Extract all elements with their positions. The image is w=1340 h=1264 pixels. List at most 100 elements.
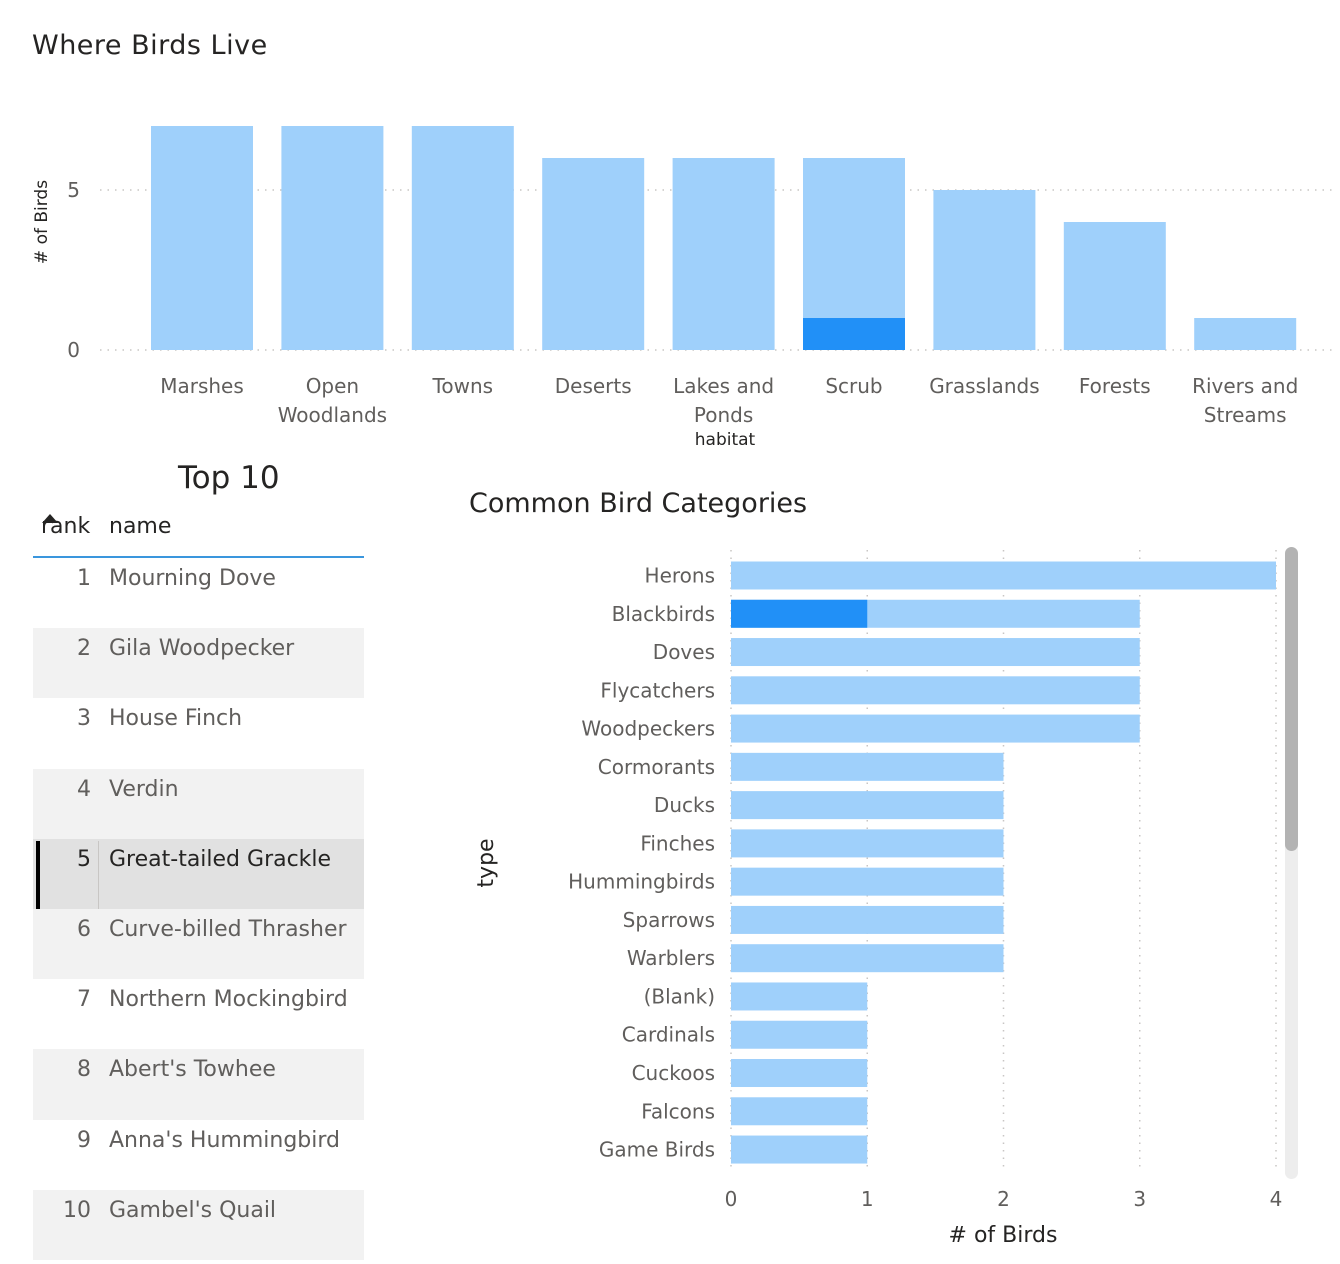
bar-ducks[interactable] bbox=[731, 791, 1004, 820]
bar-cuckoos[interactable] bbox=[731, 1059, 868, 1088]
bar-finches[interactable] bbox=[731, 829, 1004, 858]
name-cell: Northern Mockingbird bbox=[109, 987, 348, 1013]
highlight-bar-scrub[interactable] bbox=[803, 318, 905, 350]
bar-flycatchers[interactable] bbox=[731, 676, 1140, 705]
y-tick-label: Cuckoos bbox=[632, 1061, 715, 1085]
y-tick-label: Sparrows bbox=[623, 908, 715, 932]
habitat-bar-chart: 0 5 # of Birds Marshes Open Woodlands Towns Des… bbox=[32, 126, 1335, 450]
top10-table: rank name 1 Mourning Dove 2 Gila Woodpecker… bbox=[33, 508, 364, 1260]
table-row[interactable]: 10 Gambel's Quail bbox=[33, 1189, 364, 1260]
name-cell: Verdin bbox=[109, 776, 179, 802]
highlight-bar-blackbirds[interactable] bbox=[731, 599, 868, 628]
x-tick-label: Towns bbox=[432, 374, 494, 398]
category-chart-scrollbar[interactable] bbox=[1285, 547, 1298, 1179]
y-tick-label: Blackbirds bbox=[612, 602, 715, 626]
x-tick-label: Grasslands bbox=[929, 374, 1039, 398]
y-tick-label: Falcons bbox=[641, 1099, 715, 1123]
x-axis-title: habitat bbox=[695, 430, 756, 450]
bar-doves[interactable] bbox=[731, 638, 1140, 667]
x-tick-label: Open bbox=[306, 374, 359, 398]
table-row[interactable]: 9 Anna's Hummingbird bbox=[33, 1120, 364, 1190]
name-column-header[interactable]: name bbox=[109, 514, 172, 539]
x-tick-label: 0 bbox=[725, 1187, 738, 1211]
bar-open-woodlands[interactable] bbox=[281, 126, 384, 350]
bar-lakes-and-ponds[interactable] bbox=[672, 158, 775, 350]
name-cell: Gila Woodpecker bbox=[109, 636, 295, 662]
table-row[interactable]: 6 Curve-billed Thrasher bbox=[33, 908, 364, 980]
x-tick-label: 3 bbox=[1133, 1187, 1146, 1211]
table-body: 1 Mourning Dove 2 Gila Woodpecker 3 House Fin… bbox=[33, 558, 364, 1260]
x-tick-label: Rivers and bbox=[1192, 374, 1298, 398]
y-axis-title: # of Birds bbox=[32, 180, 52, 264]
bar-warblers[interactable] bbox=[731, 944, 1004, 973]
bar-falcons[interactable] bbox=[731, 1097, 868, 1126]
bar-woodpeckers[interactable] bbox=[731, 714, 1140, 743]
table-row[interactable]: 8 Abert's Towhee bbox=[33, 1049, 364, 1120]
x-tick-label: Lakes and bbox=[673, 374, 774, 398]
y-tick-label: Cormorants bbox=[598, 755, 715, 779]
y-tick-label: Game Birds bbox=[599, 1138, 715, 1162]
rank-cell: 9 bbox=[77, 1127, 91, 1153]
rank-cell: 10 bbox=[63, 1197, 91, 1223]
bar-cardinals[interactable] bbox=[731, 1020, 868, 1049]
table-row[interactable]: 2 Gila Woodpecker bbox=[33, 628, 364, 699]
bar-cormorants[interactable] bbox=[731, 752, 1004, 781]
y-tick-label: Herons bbox=[645, 564, 715, 588]
y-axis-title: type bbox=[474, 838, 499, 887]
bar-sparrows[interactable] bbox=[731, 905, 1004, 934]
rank-cell: 6 bbox=[77, 916, 91, 942]
y-tick-label: Doves bbox=[653, 640, 715, 664]
table-header: rank name bbox=[33, 508, 364, 558]
bar-deserts[interactable] bbox=[542, 158, 645, 350]
rank-cell: 1 bbox=[77, 566, 91, 591]
table-row[interactable]: 7 Northern Mockingbird bbox=[33, 979, 364, 1049]
bar-blank[interactable] bbox=[731, 982, 868, 1011]
bar-game-birds[interactable] bbox=[731, 1135, 868, 1164]
y-tick-label: (Blank) bbox=[644, 984, 715, 1008]
top10-title: Top 10 bbox=[178, 460, 280, 496]
x-tick-label: Deserts bbox=[555, 374, 632, 398]
bar-herons[interactable] bbox=[731, 561, 1276, 590]
name-cell: Anna's Hummingbird bbox=[109, 1127, 340, 1153]
bar-hummingbirds[interactable] bbox=[731, 867, 1004, 896]
y-tick-label: Finches bbox=[640, 831, 715, 855]
x-tick-label: Forests bbox=[1079, 374, 1151, 398]
rank-cell: 2 bbox=[77, 636, 91, 662]
rank-cell: 8 bbox=[77, 1057, 91, 1083]
x-axis-title: # of Birds bbox=[949, 1223, 1058, 1248]
category-chart-title: Common Bird Categories bbox=[469, 488, 808, 519]
table-row[interactable]: 4 Verdin bbox=[33, 768, 364, 839]
y-tick-label: Warblers bbox=[627, 946, 715, 970]
name-cell: Mourning Dove bbox=[109, 566, 276, 591]
y-tick-label: 0 bbox=[67, 338, 80, 362]
x-tick-label: 1 bbox=[861, 1187, 874, 1211]
x-tick-label: 4 bbox=[1270, 1187, 1283, 1211]
table-row[interactable]: 5 Great-tailed Grackle bbox=[33, 838, 364, 910]
sort-ascending-icon[interactable] bbox=[42, 514, 58, 523]
bar-grasslands[interactable] bbox=[933, 190, 1036, 350]
x-tick-label: Woodlands bbox=[278, 403, 387, 427]
rank-cell: 7 bbox=[77, 987, 91, 1013]
rank-cell: 5 bbox=[77, 846, 91, 872]
x-tick-label: 2 bbox=[997, 1187, 1010, 1211]
y-tick-label: Hummingbirds bbox=[568, 870, 715, 894]
name-cell: Abert's Towhee bbox=[109, 1057, 276, 1083]
bar-forests[interactable] bbox=[1063, 222, 1166, 350]
scrollbar-thumb[interactable] bbox=[1285, 547, 1298, 851]
bar-marshes[interactable] bbox=[151, 126, 253, 350]
x-tick-label: Streams bbox=[1204, 403, 1287, 427]
y-tick-label: Woodpeckers bbox=[581, 717, 715, 741]
x-tick-label: Marshes bbox=[160, 374, 244, 398]
x-tick-label: Scrub bbox=[825, 374, 882, 398]
bar-towns[interactable] bbox=[411, 126, 514, 350]
table-row[interactable]: 1 Mourning Dove bbox=[33, 558, 364, 628]
rank-cell: 4 bbox=[77, 776, 91, 802]
y-tick-label: 5 bbox=[67, 178, 80, 202]
y-tick-label: Cardinals bbox=[622, 1023, 715, 1047]
x-tick-label: Ponds bbox=[694, 403, 753, 427]
y-tick-label: Ducks bbox=[654, 793, 715, 817]
name-cell: House Finch bbox=[109, 706, 243, 732]
table-row[interactable]: 3 House Finch bbox=[33, 698, 364, 768]
bar-rivers-and-streams[interactable] bbox=[1194, 318, 1297, 350]
